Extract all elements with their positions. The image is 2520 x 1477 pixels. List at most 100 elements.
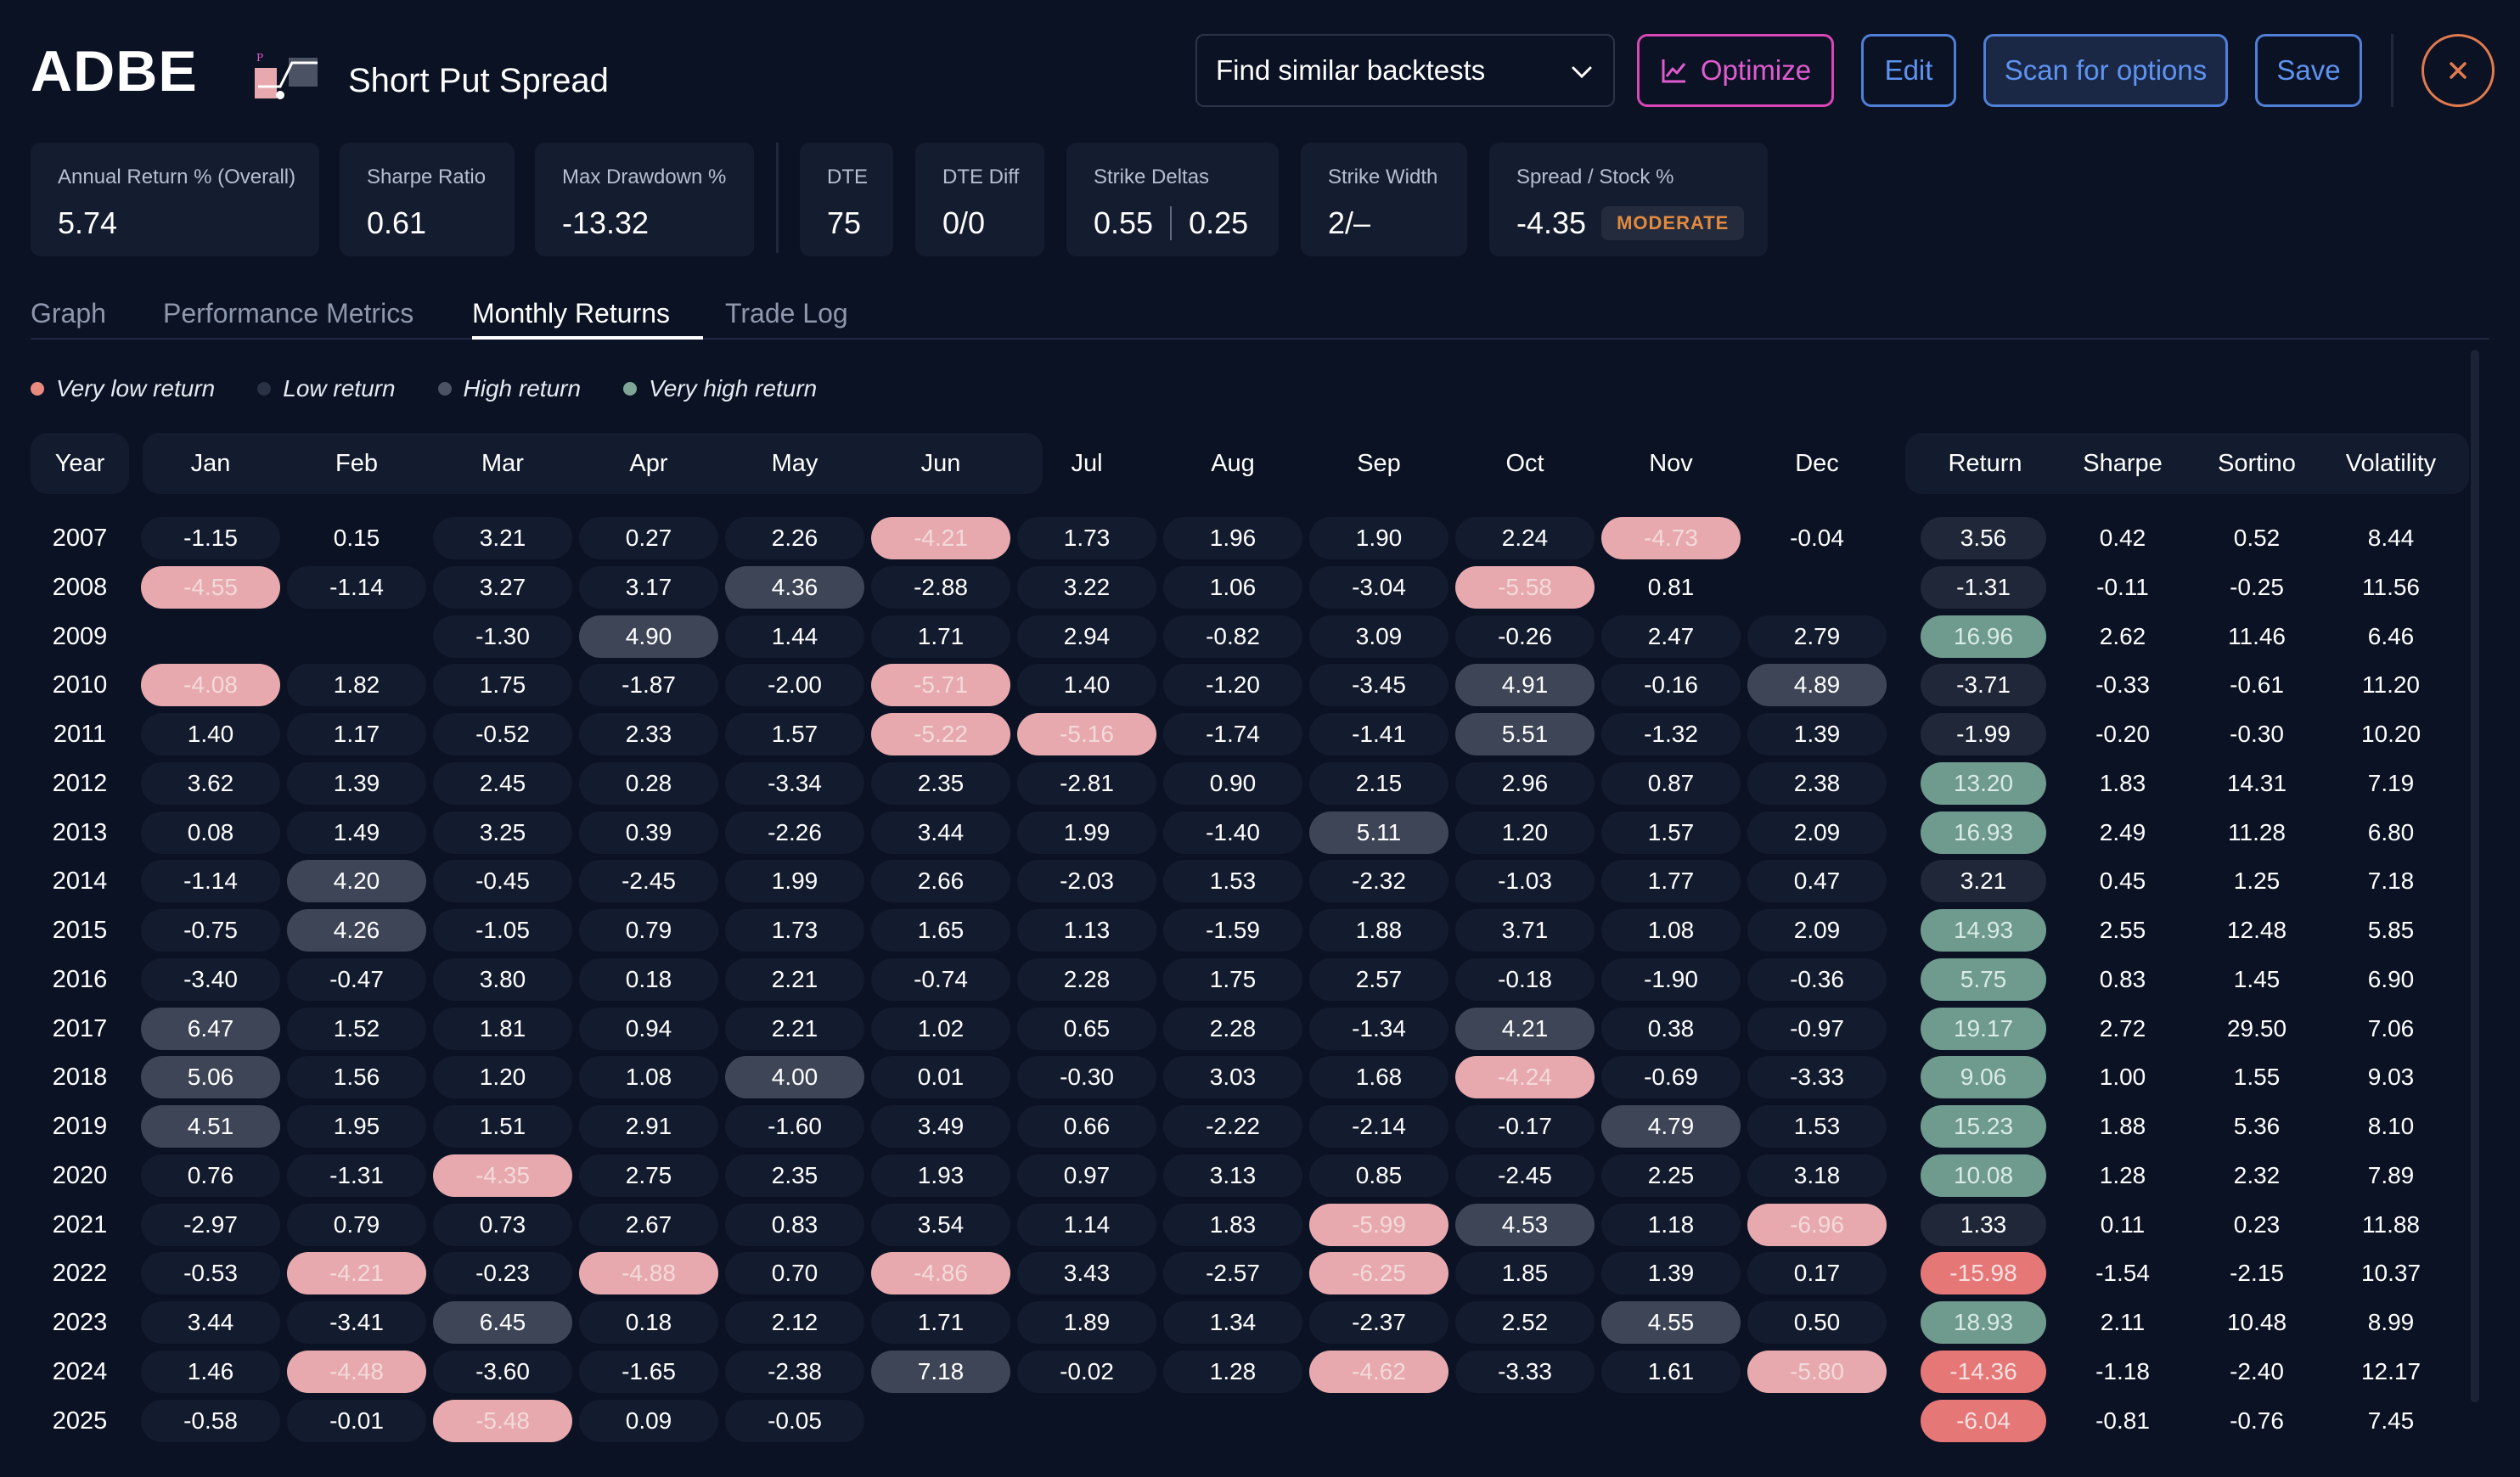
month-return-cell: 0.66 bbox=[1017, 1105, 1156, 1148]
scan-for-options-button[interactable]: Scan for options bbox=[1983, 34, 2228, 107]
annual-return-cell: 15.23 bbox=[1921, 1105, 2046, 1148]
stat-value: 0.61 bbox=[367, 205, 427, 240]
month-return-cell: 1.95 bbox=[287, 1105, 426, 1148]
sharpe-cell: 1.88 bbox=[2099, 1113, 2146, 1139]
find-similar-backtests-select[interactable]: Find similar backtests bbox=[1195, 34, 1615, 107]
month-return-cell: -6.96 bbox=[1747, 1204, 1887, 1246]
stat-value: -4.35 bbox=[1516, 205, 1587, 240]
month-return-cell: -0.36 bbox=[1747, 958, 1887, 1001]
similar-select-value: Find similar backtests bbox=[1216, 54, 1486, 86]
month-return-cell: 3.27 bbox=[433, 566, 572, 609]
year-label: 2011 bbox=[53, 721, 107, 748]
annual-return-cell: 19.17 bbox=[1921, 1008, 2046, 1050]
close-icon bbox=[2450, 62, 2467, 79]
stat-sharpe-ratio: Sharpe Ratio 0.61 bbox=[340, 143, 515, 256]
year-label: 2012 bbox=[52, 770, 108, 797]
sharpe-cell: -1.18 bbox=[2095, 1358, 2150, 1384]
tab-graph[interactable]: Graph bbox=[31, 298, 106, 329]
month-return-cell: 1.06 bbox=[1163, 566, 1302, 609]
summary-header-bg bbox=[1905, 433, 2469, 494]
month-return-cell: 1.71 bbox=[871, 1301, 1010, 1344]
month-return-cell: 1.40 bbox=[1017, 664, 1156, 706]
year-label: 2015 bbox=[52, 917, 108, 944]
tab-monthly-returns[interactable]: Monthly Returns bbox=[472, 298, 670, 329]
header-return: Return bbox=[1948, 450, 2022, 477]
month-return-cell: -4.35 bbox=[433, 1154, 572, 1197]
vol-cell: 11.88 bbox=[2362, 1211, 2420, 1238]
month-return-cell: -0.82 bbox=[1163, 615, 1302, 658]
month-return-cell: 0.76 bbox=[141, 1154, 280, 1197]
edit-button[interactable]: Edit bbox=[1861, 34, 1956, 107]
month-return-cell bbox=[1017, 1400, 1156, 1442]
annual-return-cell: -3.71 bbox=[1921, 664, 2046, 706]
sharpe-cell: 2.72 bbox=[2099, 1015, 2146, 1042]
month-return-cell: 1.88 bbox=[1309, 909, 1448, 952]
month-return-cell: 1.51 bbox=[433, 1105, 572, 1148]
sharpe-cell: 2.11 bbox=[2100, 1309, 2146, 1335]
header-oct: Oct bbox=[1505, 450, 1544, 477]
sharpe-cell: -0.33 bbox=[2095, 671, 2150, 698]
stat-dte: DTE 75 bbox=[800, 143, 893, 256]
strategy-name: Short Put Spread bbox=[348, 62, 609, 99]
month-return-cell: 1.75 bbox=[433, 664, 572, 706]
month-return-cell: -5.99 bbox=[1309, 1204, 1448, 1246]
month-return-cell: 2.35 bbox=[725, 1154, 864, 1197]
month-return-cell: 1.57 bbox=[725, 713, 864, 755]
month-return-cell: -4.21 bbox=[871, 517, 1010, 559]
month-return-cell: 0.94 bbox=[579, 1008, 718, 1050]
header-sortino: Sortino bbox=[2218, 450, 2296, 477]
return-legend: Very low return Low return High return V… bbox=[31, 372, 859, 406]
month-return-cell: -0.18 bbox=[1455, 958, 1595, 1001]
annual-return-cell: 3.56 bbox=[1921, 517, 2046, 559]
month-return-cell: 3.71 bbox=[1455, 909, 1595, 952]
sharpe-cell: -0.81 bbox=[2095, 1407, 2150, 1434]
month-return-cell: -1.05 bbox=[433, 909, 572, 952]
tab-performance-metrics[interactable]: Performance Metrics bbox=[163, 298, 414, 329]
tab-trade-log[interactable]: Trade Log bbox=[725, 298, 848, 329]
month-return-cell: 0.85 bbox=[1309, 1154, 1448, 1197]
annual-return-cell: -1.31 bbox=[1921, 566, 2046, 609]
month-return-cell: 1.83 bbox=[1163, 1204, 1302, 1246]
month-return-cell: -0.02 bbox=[1017, 1351, 1156, 1393]
month-return-cell: 0.18 bbox=[579, 958, 718, 1001]
vol-cell: 6.46 bbox=[2367, 623, 2415, 649]
month-return-cell: 1.46 bbox=[141, 1351, 280, 1393]
sortino-cell: -0.30 bbox=[2230, 721, 2284, 747]
month-return-cell: 4.91 bbox=[1455, 664, 1595, 706]
vol-cell: 10.20 bbox=[2360, 721, 2422, 747]
month-return-cell: 4.55 bbox=[1601, 1301, 1741, 1344]
vol-cell: 11.20 bbox=[2362, 671, 2420, 698]
month-return-cell: 2.25 bbox=[1601, 1154, 1741, 1197]
month-return-cell: -0.16 bbox=[1601, 664, 1741, 706]
sortino-cell: 11.46 bbox=[2228, 623, 2286, 649]
month-return-cell: 1.18 bbox=[1601, 1204, 1741, 1246]
month-return-cell: 3.80 bbox=[433, 958, 572, 1001]
month-return-cell: 2.09 bbox=[1747, 812, 1887, 854]
month-return-cell: 2.15 bbox=[1309, 762, 1448, 805]
optimize-button[interactable]: Optimize bbox=[1637, 34, 1834, 107]
scrollbar[interactable] bbox=[2471, 350, 2479, 1402]
month-return-cell: 4.79 bbox=[1601, 1105, 1741, 1148]
month-return-cell: -3.33 bbox=[1455, 1351, 1595, 1393]
annual-return-cell: -14.36 bbox=[1921, 1351, 2046, 1393]
sharpe-cell: 0.11 bbox=[2100, 1211, 2146, 1238]
month-return-cell: 1.40 bbox=[141, 713, 280, 755]
sortino-cell: 12.48 bbox=[2226, 917, 2287, 943]
month-return-cell: -2.88 bbox=[871, 566, 1010, 609]
stat-value-group: -4.35 MODERATE bbox=[1516, 205, 1745, 241]
stat-value: 75 bbox=[827, 205, 862, 240]
month-return-cell: -1.65 bbox=[579, 1351, 718, 1393]
month-return-cell: 0.08 bbox=[141, 812, 280, 854]
stat-label: Strike Deltas bbox=[1094, 166, 1210, 188]
header-mar: Mar bbox=[481, 450, 524, 477]
close-button[interactable] bbox=[2422, 34, 2495, 107]
save-button[interactable]: Save bbox=[2255, 34, 2362, 107]
month-return-cell: -5.71 bbox=[871, 664, 1010, 706]
month-return-cell: -0.23 bbox=[433, 1252, 572, 1294]
sortino-cell: 29.50 bbox=[2226, 1015, 2287, 1042]
month-return-cell: 1.75 bbox=[1163, 958, 1302, 1001]
month-return-cell: 4.36 bbox=[725, 566, 864, 609]
put-spread-icon: P bbox=[255, 52, 318, 99]
month-return-cell: -0.69 bbox=[1601, 1056, 1741, 1098]
header-jan: Jan bbox=[190, 450, 231, 477]
